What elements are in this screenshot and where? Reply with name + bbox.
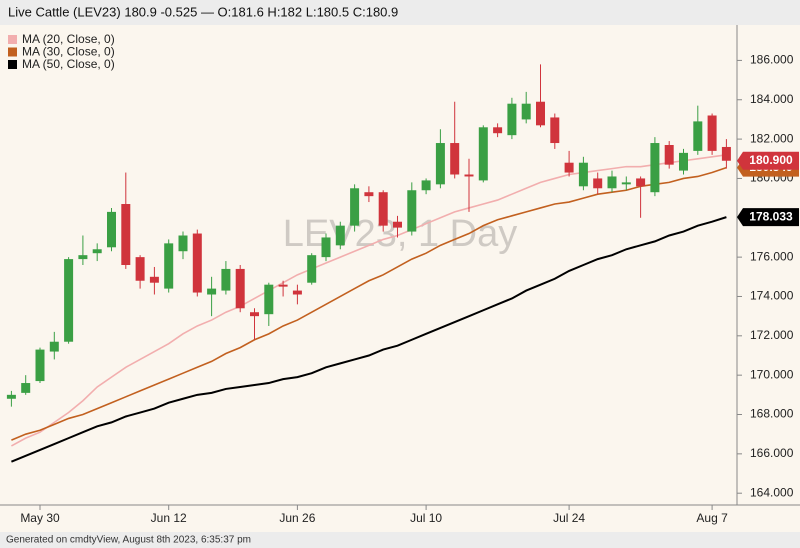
candle-body [378, 192, 388, 226]
candle-body [35, 349, 45, 382]
y-tick-label: 168.000 [750, 407, 794, 421]
marks: 164.000 166.000 168.000 170.000 172.000 174.0… [6, 32, 799, 525]
y-tick-label: 176.000 [750, 249, 794, 263]
candle-body [307, 255, 317, 283]
plot-area [0, 25, 737, 505]
candle-body [421, 180, 431, 191]
legend-swatch [8, 60, 17, 69]
candle-body [107, 211, 116, 248]
candle-body [78, 255, 88, 260]
candle-body [64, 259, 74, 342]
legend-swatch [8, 47, 17, 57]
candle-body [507, 103, 517, 136]
y-tick-label: 184.000 [750, 92, 794, 106]
y-tick-label: 172.000 [750, 328, 794, 342]
x-tick-label: Jul 24 [553, 511, 585, 525]
y-tick-label: 182.000 [750, 131, 794, 145]
candle-body [393, 221, 402, 228]
candle-body [464, 174, 474, 177]
candle-body [178, 235, 188, 252]
candle-body [49, 341, 59, 352]
x-tick-label: Jul 10 [410, 511, 442, 525]
legend-swatch [8, 35, 17, 44]
candle-body [493, 127, 503, 134]
candle-body [636, 178, 646, 187]
candle-body [578, 162, 588, 187]
y-tick-label: 186.000 [750, 53, 794, 67]
candle-body [664, 145, 674, 165]
last-value-tag [737, 151, 799, 170]
x-tick-label: Aug 7 [696, 511, 728, 525]
moving-average-line [11, 166, 727, 441]
candle-body [235, 268, 245, 309]
candle-body [264, 284, 274, 315]
legend: MA (20, Close, 0)MA (30, Close, 0)MA (50… [8, 32, 115, 71]
y-tick-label: 170.000 [750, 367, 794, 381]
candle-body [135, 257, 145, 281]
candle-body [321, 237, 331, 258]
x-tick-label: Jun 26 [279, 511, 315, 525]
candle-body [450, 143, 460, 175]
y-axis-area [737, 25, 800, 505]
legend-label: MA (30, Close, 0) [22, 45, 115, 59]
moving-average-line [11, 216, 727, 463]
last-value-label: 180.900 [749, 153, 793, 167]
candle-body [679, 152, 688, 171]
x-tick-label: Jun 12 [151, 511, 187, 525]
candle-body [335, 225, 345, 246]
candle-body [478, 127, 488, 181]
candle-body [721, 146, 731, 161]
candle-body [192, 233, 202, 293]
x-tick-label: May 30 [20, 511, 60, 525]
y-tick-label: 174.000 [750, 289, 794, 303]
candle-body [536, 101, 545, 126]
legend-label: MA (20, Close, 0) [22, 32, 115, 46]
candle-body [278, 284, 288, 287]
candle-body [564, 162, 574, 173]
candle-body [221, 268, 231, 291]
candle-body [21, 383, 31, 393]
candle-body [621, 182, 631, 185]
y-tick-label: 164.000 [750, 485, 794, 499]
candle-body [6, 394, 16, 399]
header: Live Cattle (LEV23) 180.9 -0.525 — O:181… [8, 4, 398, 19]
candle-body [435, 143, 445, 185]
x-axis-area [0, 505, 800, 532]
y-tick-label: 166.000 [750, 446, 794, 460]
candle-body [550, 117, 560, 144]
moving-average-line [11, 154, 727, 447]
candle-body [250, 312, 259, 317]
candle-body [607, 176, 617, 189]
candle-body [149, 276, 159, 283]
candle-body [207, 288, 217, 295]
candle-body [364, 192, 374, 197]
candle-body [407, 190, 417, 232]
candle-body [650, 143, 660, 193]
candle-body [707, 115, 717, 151]
candle-body [693, 121, 703, 151]
candle-body [593, 178, 603, 189]
candle-body [350, 188, 360, 226]
candle-body [164, 243, 174, 289]
candle-body [292, 290, 302, 295]
last-value-label: 178.033 [749, 209, 793, 223]
legend-label: MA (50, Close, 0) [22, 57, 115, 71]
candle-body [92, 249, 102, 254]
footer: Generated on cmdtyView, August 8th 2023,… [6, 535, 251, 546]
candle-body [121, 204, 131, 265]
last-value-tag [737, 208, 799, 227]
candle-body [521, 103, 531, 120]
